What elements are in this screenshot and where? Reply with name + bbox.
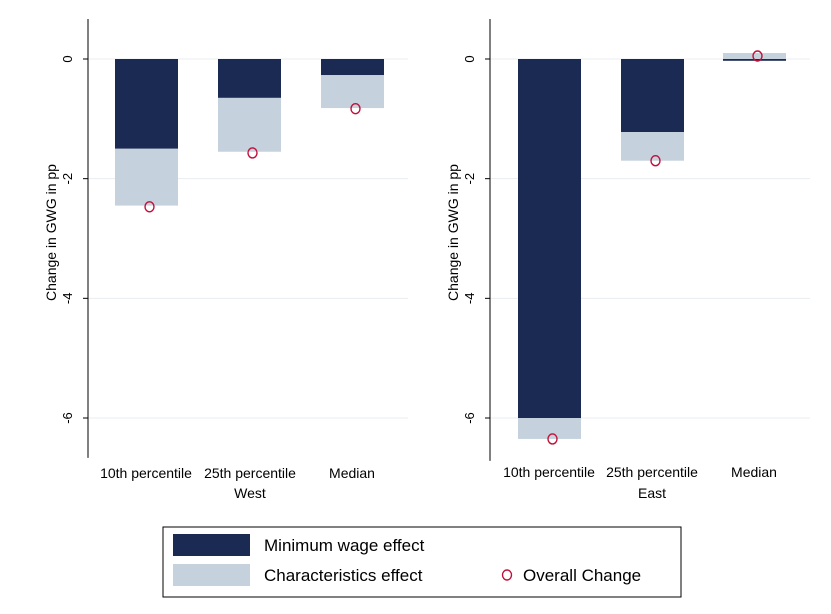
y-tick-label: -6 <box>462 412 477 424</box>
bar-minimum-wage-effect <box>621 59 684 132</box>
x-category-label: 10th percentile <box>503 464 595 480</box>
legend: Minimum wage effect Characteristics effec… <box>162 526 682 598</box>
y-tick-label: -4 <box>60 293 75 305</box>
legend-swatch-minimum-wage <box>173 534 250 556</box>
overall-change-marker <box>752 50 763 62</box>
panel-west: 0 -2 -4 -6 Change in GWG in pp 10th percentil… <box>43 19 408 501</box>
bar-characteristics-effect <box>518 418 581 439</box>
y-tick-label: 0 <box>462 55 477 62</box>
x-axis-title: East <box>638 485 666 501</box>
panel-east: 0 -2 -4 -6 Change in GWG in pp 10th percentil… <box>445 19 810 501</box>
y-tick-label: 0 <box>60 55 75 62</box>
overall-change-marker <box>247 147 258 159</box>
y-axis-title: Change in GWG in pp <box>43 164 59 301</box>
overall-change-marker <box>144 201 155 213</box>
y-axis-title: Change in GWG in pp <box>445 164 461 301</box>
x-category-label: Median <box>329 465 375 481</box>
bar-minimum-wage-effect <box>218 59 281 98</box>
y-tick-label: -2 <box>60 173 75 185</box>
x-category-label: 25th percentile <box>204 465 296 481</box>
y-tick-label: -4 <box>462 293 477 305</box>
x-category-label: Median <box>731 464 777 480</box>
bar-minimum-wage-effect <box>518 59 581 418</box>
legend-label-minimum-wage: Minimum wage effect <box>264 536 425 555</box>
x-axis-title: West <box>234 485 266 501</box>
legend-label-overall-change: Overall Change <box>523 566 641 585</box>
bar-minimum-wage-effect <box>115 59 178 149</box>
legend-marker-overall-change <box>501 569 513 581</box>
bar-characteristics-effect <box>321 75 384 109</box>
x-category-label: 10th percentile <box>100 465 192 481</box>
bar-characteristics-effect <box>218 97 281 152</box>
x-category-label: 25th percentile <box>606 464 698 480</box>
bar-characteristics-effect <box>115 148 178 206</box>
overall-change-marker <box>547 433 558 445</box>
bar-minimum-wage-effect <box>321 59 384 76</box>
overall-change-marker <box>350 102 361 115</box>
y-tick-label: -2 <box>462 173 477 185</box>
legend-swatch-characteristics <box>173 564 250 586</box>
y-tick-label: -6 <box>60 412 75 424</box>
overall-change-marker <box>650 155 661 167</box>
bar-characteristics-effect <box>621 131 684 161</box>
bar-characteristics-effect <box>723 53 786 59</box>
legend-label-characteristics: Characteristics effect <box>264 566 423 585</box>
